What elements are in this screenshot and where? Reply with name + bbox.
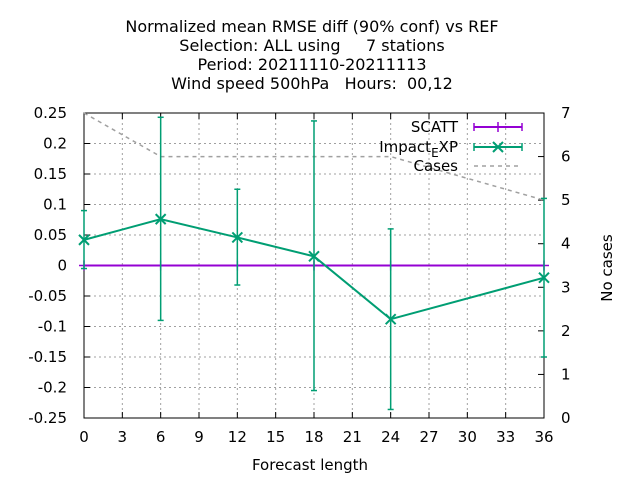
y-tick-label: -0.2 [38,379,67,397]
y-tick-label: 0.25 [34,104,67,122]
y2-tick-label: 3 [561,278,571,296]
x-tick-label: 33 [496,428,515,446]
x-axis: 0 3 6 9 12 15 18 21 24 27 30 33 36 [79,113,554,446]
title-line: Wind speed 500hPa Hours: 00,12 [171,74,453,93]
x-tick-label: 24 [381,428,400,446]
point-marker [538,271,550,284]
y-tick-label: 0.05 [34,226,67,244]
y-axis: -0.25 -0.2 -0.15 -0.1 -0.05 0 0.05 0.1 0.15 0.2 0.… [28,104,90,427]
y-tick-label: 0.2 [43,135,67,153]
point-marker [492,141,504,153]
series-layer [78,112,550,411]
x-tick-label: 27 [419,428,438,446]
y-tick-label: 0.15 [34,165,67,183]
x-tick-label: 18 [304,428,323,446]
x-tick-label: 3 [118,428,128,446]
x-tick-label: 0 [79,428,89,446]
y2-tick-label: 4 [561,235,571,253]
point-marker [231,231,244,244]
y-tick-label: -0.15 [28,348,67,366]
y2-tick-label: 5 [561,191,571,209]
y-tick-label: -0.05 [28,287,67,305]
x-tick-label: 12 [228,428,247,446]
title-line: Selection: ALL using 7 stations [179,36,444,55]
point-marker [78,234,90,246]
chart-title: Normalized mean RMSE diff (90% conf) vs … [125,17,498,93]
legend-label-scatt: SCATT [411,118,459,136]
y-tick-label: -0.1 [38,318,67,336]
y2-tick-label: 6 [561,148,571,166]
x-tick-label: 15 [266,428,285,446]
legend-label-cases: Cases [413,157,458,175]
y-tick-label: 0 [57,257,67,275]
y2-tick-label: 2 [561,322,571,340]
y-tick-label: 0.1 [43,196,67,214]
y-tick-label: -0.25 [28,409,67,427]
x-tick-label: 6 [156,428,166,446]
series-impact-exp [78,116,550,411]
title-line: Normalized mean RMSE diff (90% conf) vs … [125,17,498,36]
title-line: Period: 20211110-20211113 [197,55,426,74]
y2-tick-label: 0 [561,409,571,427]
x-tick-label: 21 [343,428,362,446]
series-line [83,112,545,201]
series-line [83,218,545,321]
y2-tick-label: 1 [561,365,571,383]
x-tick-label: 36 [534,428,553,446]
y2-axis: 0 1 2 3 4 5 6 7 [538,104,571,427]
x-tick-label: 9 [194,428,204,446]
x-tick-label: 30 [458,428,477,446]
y2-axis-label: No cases [598,234,616,302]
x-axis-label: Forecast length [252,456,368,474]
y2-tick-label: 7 [561,104,571,122]
series-cases [83,112,545,201]
point-marker [154,213,167,225]
point-marker [384,313,397,325]
legend-label-impact-exp: ImpactEXP [379,138,458,160]
point-marker [308,250,320,263]
